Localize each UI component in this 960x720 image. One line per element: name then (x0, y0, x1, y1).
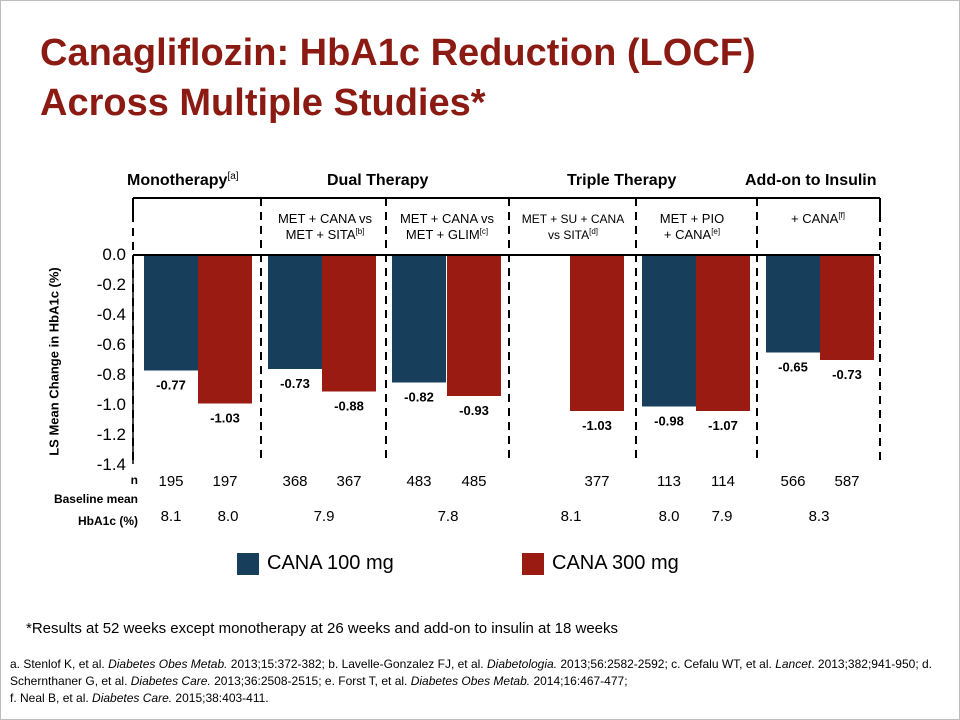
baseline-value: 8.1 (160, 508, 182, 525)
n-value: 114 (711, 473, 735, 490)
slide-title: Canagliflozin: HbA1c Reduction (LOCF) Ac… (40, 28, 920, 128)
n-value: 367 (336, 473, 362, 490)
reference: a. Stenlof K, et al. Diabetes Obes Metab… (10, 657, 329, 671)
reference: b. Lavelle-Gonzalez FJ, et al. Diabetolo… (328, 657, 672, 671)
n-value: 377 (584, 473, 610, 490)
n-value: 197 (212, 473, 238, 490)
y-tick-label: -1.0 (96, 395, 126, 414)
group-label-dual-therapy: Dual Therapy (327, 172, 429, 189)
n-value: 566 (780, 473, 806, 490)
reference: e. Forst T, et al. Diabetes Obes Metab. … (324, 674, 628, 688)
legend-label-100mg: CANA 100 mg (267, 552, 394, 574)
reference: d. Schernthaner G, et al. Diabetes Care.… (10, 657, 933, 688)
baseline-value: 8.3 (808, 508, 830, 525)
baseline-value: 7.9 (711, 508, 733, 525)
legend-label-300mg: CANA 300 mg (552, 552, 679, 574)
n-value: 587 (834, 473, 860, 490)
n-row-label: n (130, 473, 138, 487)
title-line-2: Across Multiple Studies* (40, 82, 486, 124)
reference: f. Neal B, et al. Diabetes Care. 2015;38… (10, 691, 269, 705)
baseline-value: 7.9 (313, 508, 335, 525)
y-tick-label: 0.0 (102, 245, 126, 264)
n-value: 483 (406, 473, 432, 490)
y-tick-label: -1.2 (96, 425, 126, 444)
legend-swatch-100mg (237, 553, 259, 575)
subgroup-label: MET + CANA vs MET + SITA[b] (277, 211, 373, 242)
group-label-triple-therapy: Triple Therapy (567, 172, 677, 189)
y-tick-label: -0.6 (96, 335, 126, 354)
n-value: 485 (461, 473, 487, 490)
subgroup-label: MET + SU + CANA vs SITA[d] (521, 212, 625, 242)
title-line-1: Canagliflozin: HbA1c Reduction (LOCF) (40, 32, 756, 74)
group-label-monotherapy: Monotherapy[a] (127, 171, 239, 190)
y-tick-label: -0.4 (96, 305, 126, 324)
footnote: *Results at 52 weeks except monotherapy … (26, 620, 619, 637)
subgroup-label: MET + CANA vs MET + GLIM[c] (399, 211, 495, 242)
legend-swatch-300mg (522, 553, 544, 575)
baseline-label: Baseline mean (53, 492, 138, 506)
baseline-value: 8.0 (217, 508, 239, 525)
n-value: 113 (657, 473, 681, 490)
y-tick-label: -0.2 (96, 275, 126, 294)
baseline-value: 8.0 (658, 508, 680, 525)
y-tick-label: -0.8 (96, 365, 126, 384)
subgroup-label: + CANA[f] (791, 211, 845, 226)
subgroup-label: MET + PIO + CANA[e] (659, 211, 725, 242)
y-tick-label: -1.4 (96, 455, 126, 474)
baseline-value: 7.8 (437, 508, 459, 525)
n-value: 368 (282, 473, 308, 490)
baseline-value: 8.1 (560, 508, 582, 525)
n-value: 195 (158, 473, 184, 490)
reference: c. Cefalu WT, et al. Lancet. 2013;382;94… (671, 657, 922, 671)
group-label-add-on-insulin: Add-on to Insulin (745, 172, 877, 189)
baseline-label-unit: HbA1c (%) (77, 514, 138, 528)
references: a. Stenlof K, et al. Diabetes Obes Metab… (10, 656, 950, 707)
